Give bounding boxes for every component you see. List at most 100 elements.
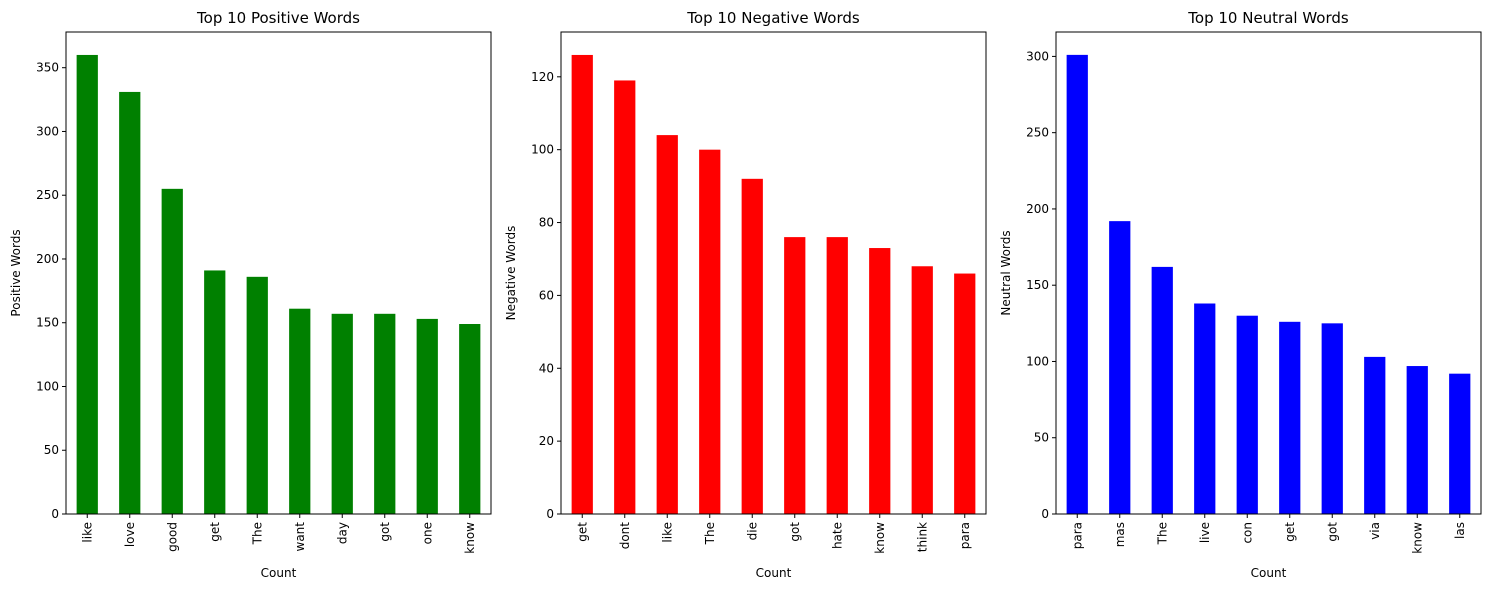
y-tick-label: 300 bbox=[1026, 49, 1049, 63]
x-ticks: para mas The live con get got via know las bbox=[1070, 514, 1467, 554]
y-tick-label: 0 bbox=[1041, 507, 1049, 521]
chart-title: Top 10 Negative Words bbox=[686, 9, 860, 27]
bar-like bbox=[76, 54, 98, 514]
bar-dont bbox=[614, 80, 636, 515]
bar-live bbox=[1194, 303, 1216, 514]
x-tick-label: like bbox=[660, 522, 674, 543]
bar-get bbox=[571, 54, 593, 514]
plot-frame bbox=[65, 31, 492, 515]
bar-want bbox=[289, 308, 311, 514]
x-tick-label: like bbox=[80, 522, 94, 543]
y-tick-label: 150 bbox=[36, 316, 59, 330]
y-tick-label: 300 bbox=[36, 124, 59, 138]
bars bbox=[1066, 54, 1471, 515]
y-ticks: 0 20 40 60 80 100 120 bbox=[531, 70, 561, 521]
y-axis-label: Negative Words bbox=[504, 226, 518, 321]
bar-good bbox=[161, 188, 183, 515]
x-tick-label: want bbox=[293, 522, 307, 552]
x-tick-label: para bbox=[1070, 522, 1084, 549]
bar-got bbox=[1321, 323, 1343, 514]
bar-know bbox=[869, 248, 891, 515]
bar-con bbox=[1236, 315, 1258, 514]
y-tick-label: 60 bbox=[539, 288, 554, 302]
x-tick-label: live bbox=[1198, 522, 1212, 543]
y-tick-label: 100 bbox=[1026, 354, 1049, 368]
x-tick-label: day bbox=[335, 522, 349, 544]
x-tick-label: para bbox=[958, 522, 972, 549]
y-tick-label: 0 bbox=[51, 507, 59, 521]
y-tick-label: 0 bbox=[546, 507, 554, 521]
chart-title: Top 10 Neutral Words bbox=[1187, 9, 1349, 27]
bars bbox=[76, 54, 481, 515]
x-tick-label: hate bbox=[830, 522, 844, 549]
x-tick-label: know bbox=[1410, 522, 1424, 554]
x-tick-label: got bbox=[378, 522, 392, 542]
y-tick-label: 200 bbox=[1026, 202, 1049, 216]
y-tick-label: 200 bbox=[36, 252, 59, 266]
chart-panel-neutral: Top 10 Neutral Words Count Neutral Words… bbox=[999, 9, 1482, 580]
bar-get bbox=[204, 270, 226, 514]
x-tick-label: The bbox=[1155, 522, 1169, 545]
bar-para bbox=[1066, 54, 1088, 514]
x-tick-label: one bbox=[420, 522, 434, 544]
bar-got bbox=[374, 313, 396, 514]
x-tick-label: get bbox=[575, 522, 589, 542]
bar-like bbox=[656, 135, 678, 514]
y-ticks: 0 50 100 150 200 250 300 bbox=[1026, 49, 1056, 521]
x-tick-label: las bbox=[1453, 522, 1467, 539]
bar-die bbox=[741, 178, 763, 514]
x-tick-label: good bbox=[165, 522, 179, 552]
y-tick-label: 50 bbox=[1034, 431, 1049, 445]
x-axis-label: Count bbox=[1251, 566, 1287, 580]
chart-panel-negative: Top 10 Negative Words Count Negative Wor… bbox=[504, 9, 987, 580]
y-tick-label: 20 bbox=[539, 434, 554, 448]
bar-day bbox=[331, 313, 353, 514]
bar-para bbox=[954, 273, 976, 514]
bar-hate bbox=[826, 237, 848, 514]
y-tick-label: 250 bbox=[1026, 126, 1049, 140]
y-axis-label: Positive Words bbox=[9, 229, 23, 316]
x-tick-label: know bbox=[463, 522, 477, 554]
bar-las bbox=[1449, 373, 1471, 514]
x-tick-label: got bbox=[1325, 522, 1339, 542]
bar-got bbox=[784, 237, 806, 514]
x-tick-label: die bbox=[745, 522, 759, 540]
bar-mas bbox=[1109, 221, 1131, 515]
x-tick-label: love bbox=[123, 522, 137, 547]
x-tick-label: know bbox=[873, 522, 887, 554]
y-ticks: 0 50 100 150 200 250 300 350 bbox=[36, 61, 66, 521]
y-tick-label: 100 bbox=[531, 143, 554, 157]
x-axis-label: Count bbox=[756, 566, 792, 580]
y-tick-label: 350 bbox=[36, 61, 59, 75]
bar-via bbox=[1364, 356, 1386, 514]
plot-frame bbox=[1055, 31, 1482, 515]
x-tick-label: mas bbox=[1113, 522, 1127, 547]
bar-think bbox=[911, 266, 933, 514]
chart-title: Top 10 Positive Words bbox=[196, 9, 360, 27]
x-tick-label: got bbox=[788, 522, 802, 542]
bar-know bbox=[459, 324, 481, 514]
x-axis-label: Count bbox=[261, 566, 297, 580]
y-tick-label: 40 bbox=[539, 361, 554, 375]
x-tick-label: think bbox=[915, 522, 929, 552]
bar-one bbox=[416, 318, 438, 514]
y-tick-label: 50 bbox=[44, 443, 59, 457]
y-tick-label: 250 bbox=[36, 188, 59, 202]
x-tick-label: The bbox=[250, 522, 264, 545]
y-tick-label: 80 bbox=[539, 216, 554, 230]
y-tick-label: 100 bbox=[36, 379, 59, 393]
bars bbox=[571, 54, 976, 515]
y-tick-label: 150 bbox=[1026, 278, 1049, 292]
x-ticks: like love good get The want day got one know bbox=[80, 514, 477, 554]
bar-The bbox=[246, 276, 268, 514]
plot-frame bbox=[560, 31, 987, 515]
chart-panel-positive: Top 10 Positive Words Count Positive Wor… bbox=[9, 9, 492, 580]
x-tick-label: get bbox=[1283, 522, 1297, 542]
bar-The bbox=[1151, 266, 1173, 514]
x-ticks: get dont like The die got hate know think para bbox=[575, 514, 972, 554]
x-tick-label: dont bbox=[618, 522, 632, 550]
x-tick-label: con bbox=[1240, 522, 1254, 544]
x-tick-label: get bbox=[208, 522, 222, 542]
y-axis-label: Neutral Words bbox=[999, 230, 1013, 315]
